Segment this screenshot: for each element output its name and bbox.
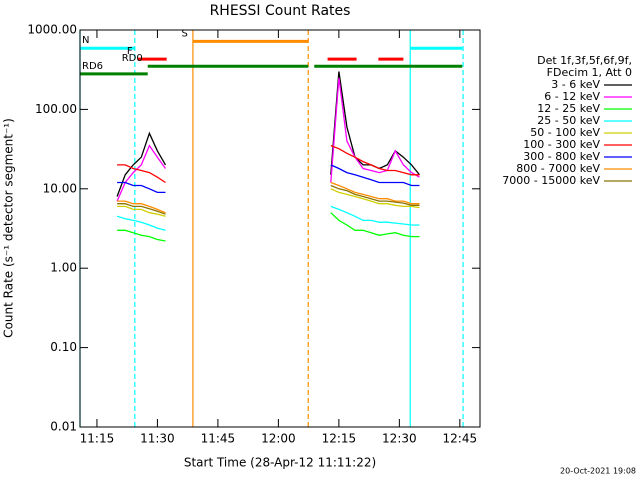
flag-label: S (182, 28, 188, 39)
x-tick-label: 11:15 (80, 432, 115, 446)
chart-title: RHESSI Count Rates (210, 3, 351, 19)
legend-label: 12 - 25 keV (537, 102, 600, 115)
series-line (117, 184, 420, 215)
y-tick-label: 0.10 (50, 340, 77, 354)
legend-label: 6 - 12 keV (544, 90, 600, 103)
legend-label: 800 - 7000 keV (516, 162, 600, 175)
x-axis-label: Start Time (28-Apr-12 11:11:22) (184, 456, 376, 470)
x-tick-label: 11:30 (140, 432, 175, 446)
y-tick-label: 0.01 (50, 420, 77, 434)
flag-label: N (82, 35, 89, 46)
x-tick-label: 12:45 (443, 432, 478, 446)
series-line (117, 164, 420, 194)
legend-label: 300 - 800 keV (523, 150, 600, 163)
x-tick-label: 12:00 (261, 432, 296, 446)
series-line (117, 212, 420, 242)
series-line (117, 144, 420, 184)
flag-label: RD0 (122, 53, 143, 64)
legend-label: 7000 - 15000 keV (502, 174, 600, 187)
y-axis-label: Count Rate (s⁻¹ detector segment⁻¹) (2, 118, 16, 338)
plot-frame (79, 29, 481, 428)
series-line (117, 188, 420, 217)
series-line (116, 205, 420, 231)
y-tick-label: 1.00 (50, 261, 77, 275)
legend-label: 25 - 50 keV (537, 114, 600, 127)
footer: 20-Oct-2021 19:08 (560, 467, 636, 476)
flag-label: RD6 (82, 61, 103, 72)
legend-label: 100 - 300 keV (523, 138, 600, 151)
legend-header: Det 1f,3f,5f,6f,9f, (537, 54, 632, 67)
legend-header: FDecim 1, Att 0 (547, 66, 632, 79)
legend-label: 3 - 6 keV (551, 78, 600, 91)
y-tick-label: 10.00 (43, 181, 77, 195)
y-tick-label: 100.00 (35, 102, 77, 116)
y-tick-label: 1000.00 (27, 23, 77, 37)
flag-label: F (127, 46, 133, 57)
x-tick-label: 12:15 (322, 432, 357, 446)
x-tick-label: 11:45 (201, 432, 236, 446)
legend-label: 50 - 100 keV (530, 126, 600, 139)
x-tick-label: 12:30 (382, 432, 417, 446)
series-line (117, 181, 420, 214)
